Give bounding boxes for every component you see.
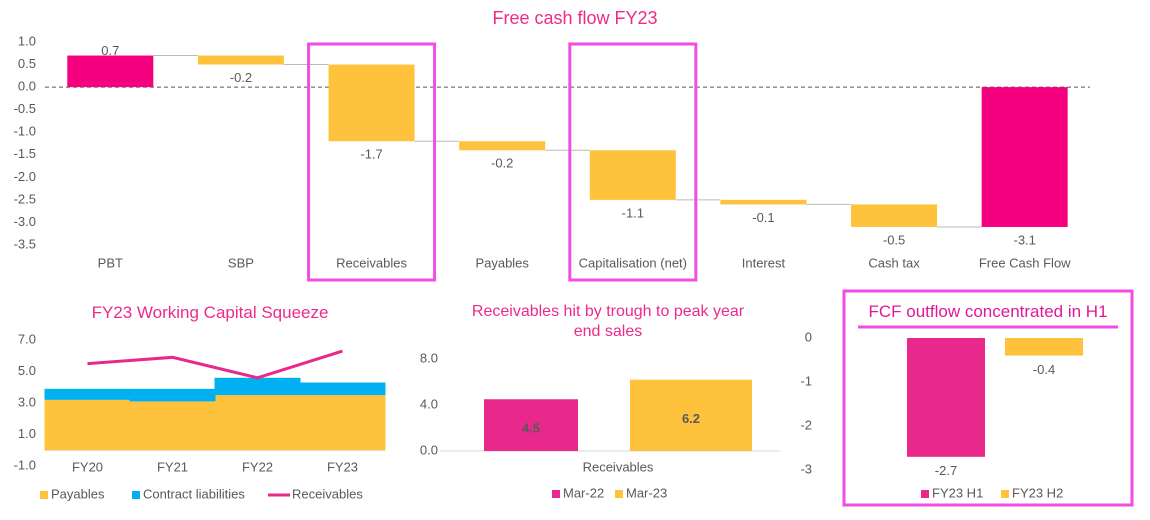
legend-label: FY23 H1 bbox=[932, 485, 983, 500]
y-tick-label: 8.0 bbox=[420, 350, 438, 365]
y-tick-label: -3.5 bbox=[14, 236, 36, 251]
bar bbox=[67, 55, 154, 88]
y-tick-label: -0.5 bbox=[14, 101, 36, 116]
y-tick-label: 0 bbox=[805, 329, 812, 344]
x-tick-label: FY22 bbox=[242, 459, 273, 474]
legend-label: Contract liabilities bbox=[143, 486, 245, 501]
legend-label: FY23 H2 bbox=[1012, 485, 1063, 500]
bar bbox=[589, 150, 676, 200]
legend-label: Mar-23 bbox=[626, 485, 667, 500]
legend-marker bbox=[132, 491, 140, 499]
x-tick-label: PBT bbox=[98, 255, 123, 270]
bar bbox=[907, 338, 985, 457]
bar bbox=[1005, 338, 1083, 356]
data-label: -1.7 bbox=[360, 147, 382, 162]
highlight-box bbox=[842, 289, 1134, 507]
bar bbox=[44, 388, 131, 400]
y-tick-label: 3.0 bbox=[18, 394, 36, 409]
x-tick-label: FY23 bbox=[327, 459, 358, 474]
highlight-box bbox=[307, 42, 437, 282]
y-tick-label: 7.0 bbox=[18, 331, 36, 346]
data-label: -0.2 bbox=[491, 156, 513, 171]
data-label: 0.7 bbox=[101, 43, 119, 58]
data-label: -3.1 bbox=[1013, 232, 1035, 247]
highlight-box bbox=[568, 42, 698, 282]
legend-label: Mar-22 bbox=[563, 485, 604, 500]
legend-marker bbox=[615, 490, 623, 498]
legend-label: Receivables bbox=[292, 486, 363, 501]
data-label: -0.5 bbox=[883, 232, 905, 247]
bar bbox=[630, 379, 752, 451]
x-tick-label: Free Cash Flow bbox=[979, 255, 1071, 270]
x-tick-label: FY20 bbox=[72, 459, 103, 474]
x-tick-label: Receivables bbox=[583, 459, 654, 474]
legend-marker bbox=[1001, 490, 1009, 498]
data-label: -2.7 bbox=[935, 463, 957, 478]
bar bbox=[851, 204, 938, 227]
data-label: 6.2 bbox=[682, 411, 700, 426]
data-label: -0.1 bbox=[752, 210, 774, 225]
y-tick-label: -1 bbox=[800, 373, 812, 388]
y-tick-label: 0.0 bbox=[420, 442, 438, 457]
bar bbox=[299, 395, 386, 451]
y-tick-label: 1.0 bbox=[18, 33, 36, 48]
y-tick-label: -1.5 bbox=[14, 146, 36, 161]
data-label: -0.2 bbox=[230, 70, 252, 85]
y-tick-label: -3.0 bbox=[14, 214, 36, 229]
y-tick-label: -2.0 bbox=[14, 169, 36, 184]
x-tick-label: SBP bbox=[228, 255, 254, 270]
y-tick-label: 0.0 bbox=[18, 79, 36, 94]
y-tick-label: 1.0 bbox=[18, 426, 36, 441]
x-tick-label: Cash tax bbox=[868, 255, 920, 270]
bar bbox=[328, 64, 415, 142]
x-tick-label: Receivables bbox=[336, 255, 407, 270]
x-tick-label: FY21 bbox=[157, 459, 188, 474]
y-tick-label: -1.0 bbox=[14, 457, 36, 472]
chart-title: Free cash flow FY23 bbox=[492, 8, 658, 28]
x-tick-label: Payables bbox=[475, 255, 529, 270]
bar bbox=[981, 87, 1068, 227]
legend-marker bbox=[552, 490, 560, 498]
y-tick-label: 0.5 bbox=[18, 56, 36, 71]
data-label: 4.5 bbox=[522, 421, 540, 436]
y-tick-label: -2 bbox=[800, 417, 812, 432]
y-tick-label: -1.0 bbox=[14, 124, 36, 139]
chart-title: Receivables hit by trough to peak year e… bbox=[471, 303, 745, 340]
bar bbox=[299, 382, 386, 396]
bar bbox=[459, 141, 546, 151]
y-tick-label: 4.0 bbox=[420, 396, 438, 411]
bar bbox=[214, 377, 301, 396]
bar bbox=[720, 199, 807, 205]
bar bbox=[484, 399, 578, 451]
x-tick-label: Interest bbox=[742, 255, 786, 270]
chart-title: FY23 Working Capital Squeeze bbox=[91, 303, 329, 322]
y-tick-label: -3 bbox=[800, 461, 812, 476]
line bbox=[87, 349, 343, 380]
y-tick-label: 5.0 bbox=[18, 363, 36, 378]
x-tick-label: Capitalisation (net) bbox=[579, 255, 687, 270]
legend-marker bbox=[921, 490, 929, 498]
bar bbox=[129, 401, 216, 451]
chart-title: FCF outflow concentrated in H1 bbox=[868, 302, 1108, 321]
bar bbox=[214, 395, 301, 451]
y-tick-label: -2.5 bbox=[14, 191, 36, 206]
legend-marker bbox=[40, 491, 48, 499]
bar bbox=[197, 55, 284, 65]
data-label: -1.1 bbox=[622, 205, 644, 220]
bar bbox=[129, 388, 216, 402]
data-label: -0.4 bbox=[1033, 362, 1055, 377]
legend-label: Payables bbox=[51, 486, 105, 501]
bar bbox=[44, 399, 131, 451]
